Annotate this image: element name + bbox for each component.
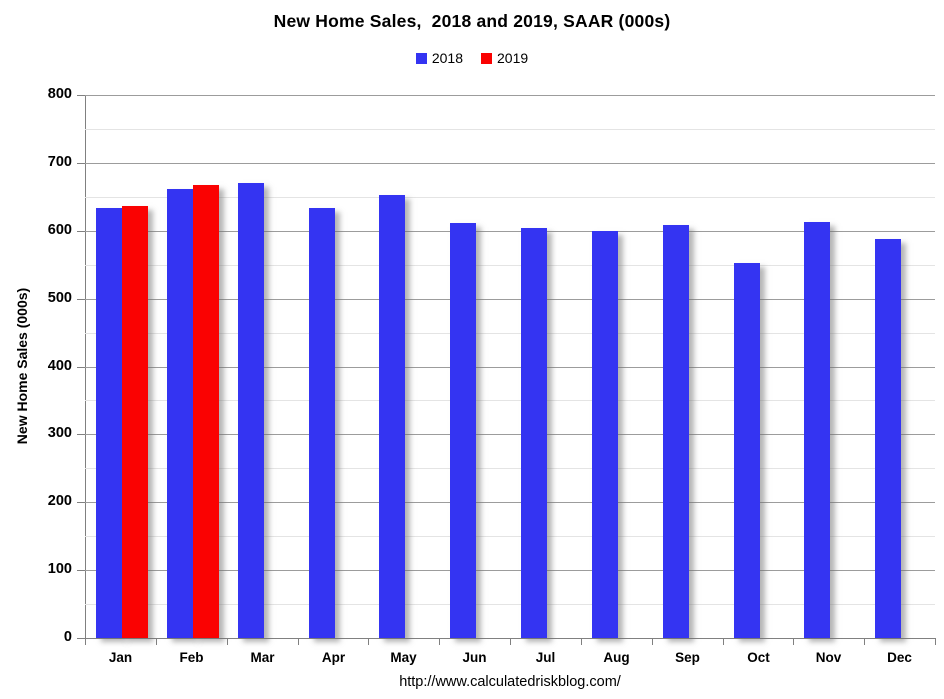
x-axis-tick-1 — [156, 639, 157, 645]
y-tick-label-300: 300 — [47, 425, 72, 442]
x-axis-tick-11 — [864, 639, 865, 645]
y-axis-tick-800 — [77, 95, 85, 96]
x-axis-tick-5 — [439, 639, 440, 645]
gridline-major-600 — [85, 230, 935, 232]
bar-2018-Aug — [592, 231, 618, 638]
y-tick-label-500: 500 — [47, 289, 72, 306]
bar-2018-Jul — [521, 228, 547, 638]
y-tick-label-0: 0 — [63, 629, 72, 645]
gridline-major-400 — [85, 366, 935, 368]
x-axis-tick-3 — [298, 639, 299, 645]
gridline-minor-50 — [85, 604, 935, 606]
bar-2018-Jan — [96, 208, 122, 638]
bar-2018-Mar — [238, 183, 264, 638]
gridline-major-100 — [85, 570, 935, 572]
x-axis-tick-9 — [723, 639, 724, 645]
bar-2019-Jan — [122, 206, 148, 638]
y-axis-tick-200 — [77, 502, 85, 504]
x-label-Sep: Sep — [675, 650, 700, 665]
legend-label-2019: 2019 — [497, 50, 529, 66]
y-tick-label-100: 100 — [47, 561, 72, 578]
x-axis-tick-7 — [581, 639, 582, 645]
x-label-Dec: Dec — [887, 650, 912, 665]
legend-entry-2018: 2018 — [415, 50, 463, 66]
x-label-Jul: Jul — [535, 650, 556, 665]
gridline-minor-650 — [85, 196, 935, 198]
y-axis-tick-400 — [77, 366, 85, 368]
legend-label-2018: 2018 — [431, 50, 463, 66]
y-tick-label-600: 600 — [47, 221, 72, 238]
y-axis-tick-300 — [77, 434, 85, 436]
y-tick-label-200: 200 — [47, 493, 72, 510]
source-url: http://www.calculatedriskblog.com/ — [399, 674, 621, 690]
bar-2018-Jun — [450, 223, 476, 638]
y-tick-label-700: 700 — [47, 153, 72, 170]
bar-2018-Dec — [875, 239, 901, 638]
bar-2018-Oct — [734, 263, 760, 638]
gridline-major-700 — [85, 162, 935, 164]
gridline-major-200 — [85, 502, 935, 504]
gridline-minor-350 — [85, 400, 935, 402]
x-label-Oct: Oct — [747, 650, 770, 665]
x-axis-tick-2 — [227, 639, 228, 645]
y-axis-tick-600 — [77, 230, 85, 232]
y-tick-label-800: 800 — [47, 86, 72, 102]
y-tick-label-400: 400 — [47, 357, 72, 374]
gridline-minor-150 — [85, 536, 935, 538]
legend: 2018 2019 — [0, 50, 944, 66]
x-axis-tick-10 — [793, 639, 794, 645]
bar-2018-Feb — [167, 189, 193, 638]
x-label-Nov: Nov — [815, 650, 842, 665]
x-axis-tick-4 — [368, 639, 369, 645]
plot-area — [85, 95, 935, 638]
legend-swatch-2018 — [415, 52, 427, 64]
x-axis-tick-6 — [510, 639, 511, 645]
y-axis-tick-700 — [77, 162, 85, 164]
gridline-minor-250 — [85, 468, 935, 470]
legend-swatch-2019 — [481, 52, 492, 64]
bar-2018-May — [379, 195, 405, 638]
gridline-major-500 — [85, 298, 935, 300]
gridline-minor-550 — [85, 264, 935, 266]
bar-2018-Apr — [309, 208, 335, 638]
x-label-Jun: Jun — [462, 650, 487, 665]
x-axis-tick-0 — [85, 639, 86, 645]
x-label-Feb: Feb — [179, 650, 204, 665]
x-axis-line — [85, 638, 936, 639]
gridline-major-800 — [85, 95, 935, 96]
gridline-major-300 — [85, 434, 935, 436]
y-axis-tick-0 — [77, 638, 85, 639]
gridline-minor-450 — [85, 332, 935, 334]
x-label-Mar: Mar — [250, 650, 275, 665]
x-label-Aug: Aug — [603, 650, 630, 665]
legend-entry-2019: 2019 — [481, 50, 528, 66]
x-axis-tick-12 — [935, 639, 936, 645]
x-label-Apr: Apr — [321, 650, 346, 665]
x-label-May: May — [390, 650, 417, 665]
gridline-minor-750 — [85, 128, 935, 130]
bar-2018-Sep — [663, 225, 689, 638]
bar-2018-Nov — [804, 222, 830, 638]
y-axis-tick-100 — [77, 570, 85, 572]
y-axis-tick-500 — [77, 298, 85, 300]
y-axis-title: New Home Sales (000s) — [14, 287, 30, 445]
x-label-Jan: Jan — [108, 650, 133, 665]
x-axis-tick-8 — [652, 639, 653, 645]
bar-2019-Feb — [193, 185, 219, 638]
chart-title: New Home Sales, 2018 and 2019, SAAR (000… — [273, 11, 671, 31]
